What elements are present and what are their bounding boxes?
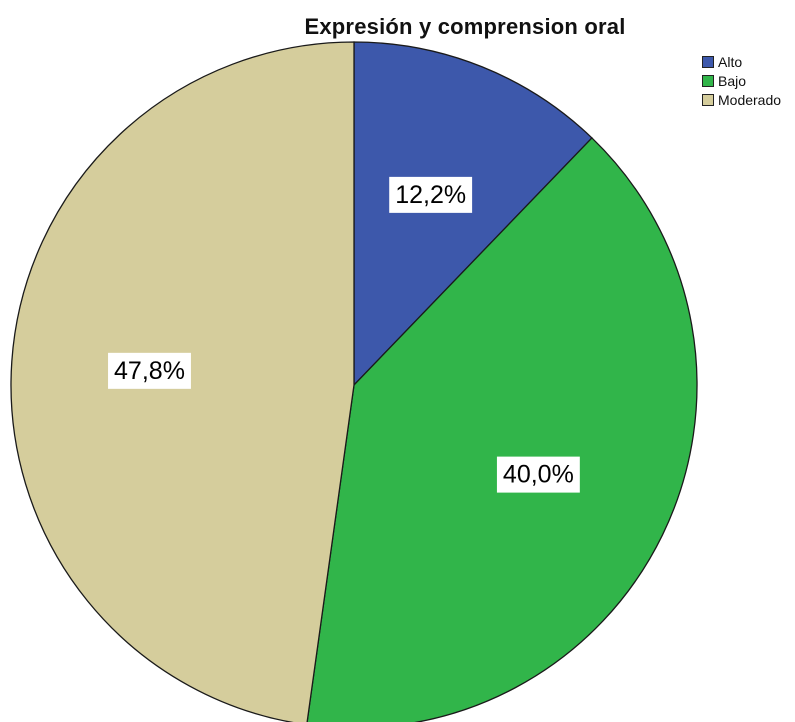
pie-slice-bajo xyxy=(306,137,698,722)
slice-label-text-moderado: 47,8% xyxy=(114,357,185,385)
slice-label-box-alto xyxy=(389,176,473,213)
slice-label-bajo: 40,0% xyxy=(496,456,580,493)
legend-swatch-moderado xyxy=(702,93,714,106)
slice-label-text-bajo: 40,0% xyxy=(503,461,574,489)
legend: Alto Bajo Moderado xyxy=(702,52,781,109)
slice-label-box-bajo xyxy=(496,456,580,493)
slice-label-moderado: 47,8% xyxy=(108,352,191,389)
slice-label-box-moderado xyxy=(108,352,191,389)
slice-label-alto: 12,2% xyxy=(389,176,473,213)
legend-item-alto: Alto xyxy=(702,52,781,71)
chart-title: Expresión y comprension oral xyxy=(304,14,626,39)
legend-item-bajo: Bajo xyxy=(702,71,781,90)
legend-label-alto: Alto xyxy=(718,53,743,70)
legend-label-moderado: Moderado xyxy=(718,91,782,108)
slice-label-text-alto: 12,2% xyxy=(395,181,466,209)
pie-slice-alto xyxy=(353,41,593,387)
legend-label-bajo: Bajo xyxy=(718,72,747,89)
legend-swatch-alto xyxy=(702,55,714,68)
legend-swatch-bajo xyxy=(702,74,714,87)
legend-item-moderado: Moderado xyxy=(702,90,781,109)
